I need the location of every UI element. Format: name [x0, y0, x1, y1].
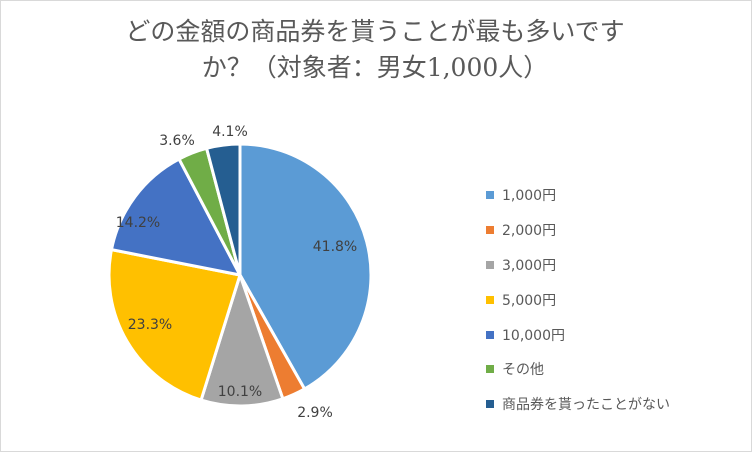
- legend-item-5: その他: [486, 352, 670, 387]
- chart-legend: 1,000円 2,000円 3,000円 5,000円 10,000円 その他商品券を貰っ…: [486, 178, 670, 422]
- chart-title-line-2: か？（対象者：男女1,000人）: [201, 53, 549, 82]
- legend-label-6: 商品券を貰ったことがない: [502, 397, 670, 414]
- data-label-3: 23.3%: [128, 317, 172, 333]
- legend-item-4: 10,000円: [486, 317, 670, 352]
- legend-swatch-3: [486, 295, 494, 304]
- legend-swatch-0: [486, 191, 494, 200]
- legend-item-0: 1,000円: [486, 178, 670, 213]
- legend-label-0: 1,000円: [502, 188, 557, 205]
- legend-label-2: 3,000円: [502, 257, 557, 274]
- data-label-0: 41.8%: [313, 239, 357, 255]
- legend-label-5: その他: [502, 362, 544, 379]
- data-label-2: 10.1%: [218, 384, 262, 400]
- data-label-1: 2.9%: [297, 405, 333, 421]
- pie-slice-0: [238, 142, 373, 391]
- legend-item-2: 3,000円: [486, 248, 670, 283]
- legend-swatch-4: [486, 330, 494, 339]
- legend-swatch-1: [486, 226, 494, 235]
- legend-swatch-5: [486, 365, 494, 374]
- data-label-5: 3.6%: [159, 133, 195, 149]
- legend-swatch-2: [486, 260, 494, 269]
- legend-item-3: 5,000円: [486, 282, 670, 317]
- chart-title: どの金額の商品券を貰うことが最も多いです か？（対象者：男女1,000人）: [60, 14, 690, 86]
- pie-slice-4: [109, 157, 242, 277]
- data-label-6: 4.1%: [212, 124, 248, 140]
- legend-item-1: 2,000円: [486, 213, 670, 248]
- pie-slice-3: [107, 248, 242, 402]
- data-label-4: 14.2%: [116, 215, 160, 231]
- pie-slice-6: [205, 142, 242, 277]
- chart-title-line-1: どの金額の商品券を貰うことが最も多いです: [125, 17, 625, 46]
- pie-slice-2: [199, 273, 285, 408]
- legend-swatch-6: [486, 400, 494, 409]
- legend-label-1: 2,000円: [502, 223, 557, 240]
- legend-label-4: 10,000円: [502, 327, 565, 344]
- legend-label-3: 5,000円: [502, 292, 557, 309]
- legend-item-6: 商品券を貰ったことがない: [486, 387, 670, 422]
